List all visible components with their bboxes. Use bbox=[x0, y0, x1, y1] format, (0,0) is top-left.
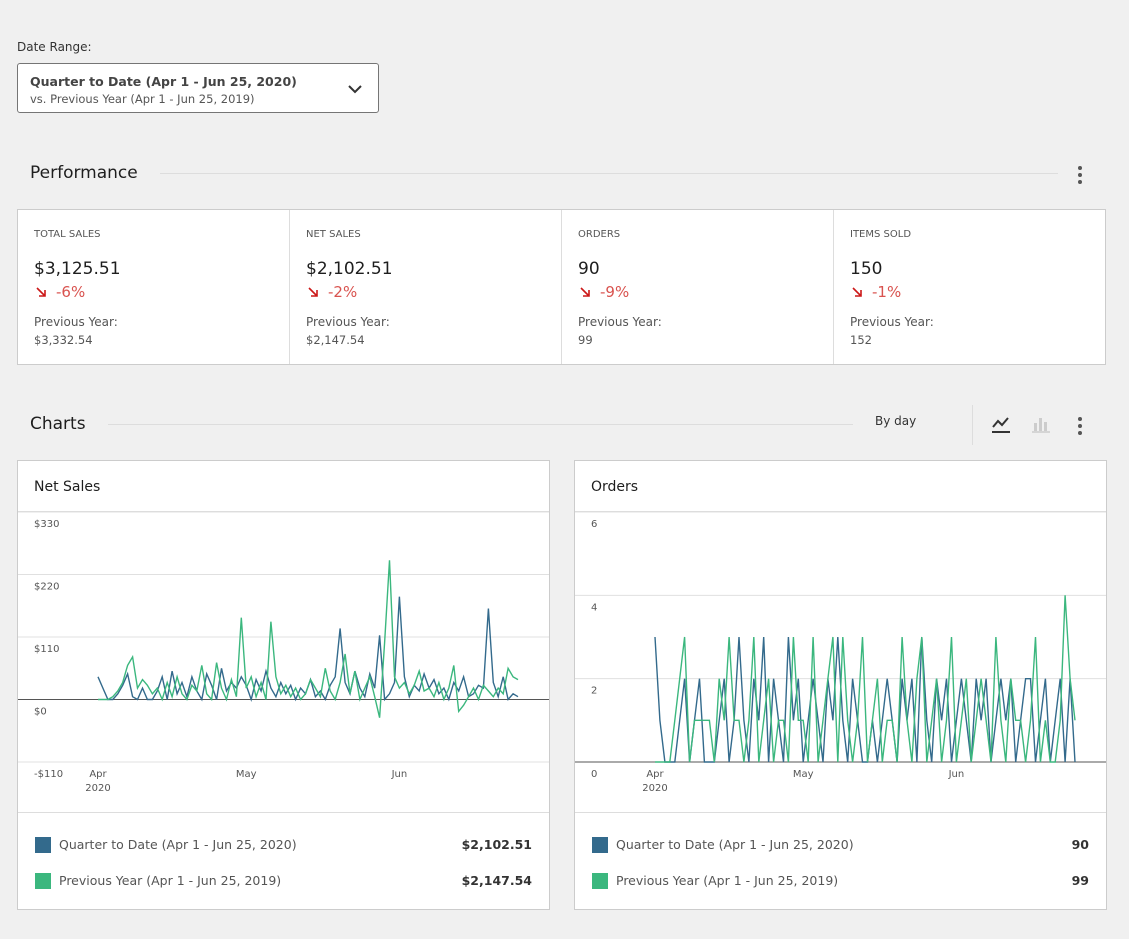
chart-title: Orders bbox=[591, 479, 639, 495]
legend-name: Previous Year (Apr 1 - Jun 25, 2019) bbox=[616, 873, 839, 888]
y-tick-label: 4 bbox=[591, 602, 597, 613]
legend-total: $2,147.54 bbox=[461, 873, 532, 888]
chart-title: Net Sales bbox=[34, 479, 101, 495]
stat-value: $3,125.51 bbox=[34, 259, 121, 279]
delta-arrow bbox=[36, 287, 46, 297]
chart-card: Orders 0 2 4 6 Apr 2020 May Jun Quarter to Date … bbox=[574, 460, 1107, 910]
stat-label: ITEMS SOLD bbox=[850, 229, 912, 240]
legend-border bbox=[18, 812, 549, 813]
legend-swatch bbox=[592, 837, 608, 853]
stat-card[interactable]: ORDERS 90 -9% Previous Year: 99 bbox=[562, 210, 834, 364]
menu[interactable] bbox=[1078, 166, 1082, 187]
date-range-select[interactable]: Quarter to Date (Apr 1 - Jun 25, 2020) v… bbox=[17, 63, 379, 113]
chevron bbox=[348, 85, 362, 94]
menu[interactable] bbox=[1078, 417, 1082, 438]
interval-select[interactable]: By day bbox=[875, 414, 917, 428]
delta-arrow bbox=[580, 287, 590, 297]
stat-previous-label: Previous Year: bbox=[34, 315, 118, 329]
series-line bbox=[654, 636, 1076, 763]
stat-delta: -1% bbox=[872, 283, 902, 301]
stat-value: 90 bbox=[578, 259, 600, 279]
divider bbox=[108, 424, 853, 425]
stat-card[interactable]: ITEMS SOLD 150 -1% Previous Year: 152 bbox=[834, 210, 1106, 364]
stat-previous-label: Previous Year: bbox=[850, 315, 934, 329]
bar-chart-toggle[interactable] bbox=[1031, 414, 1051, 434]
stat-label: ORDERS bbox=[578, 229, 621, 240]
delta-arrow bbox=[308, 287, 318, 297]
performance-cards: TOTAL SALES $3,125.51 -6% Previous Year: $3,… bbox=[17, 209, 1106, 365]
x-tick-label: Jun bbox=[948, 769, 965, 780]
section-title: Charts bbox=[30, 414, 86, 434]
y-tick-label: -$110 bbox=[34, 769, 63, 780]
legend-name: Previous Year (Apr 1 - Jun 25, 2019) bbox=[59, 873, 282, 888]
y-tick-label: 2 bbox=[591, 686, 597, 697]
line-chart-toggle[interactable] bbox=[991, 414, 1011, 434]
stat-previous-label: Previous Year: bbox=[306, 315, 390, 329]
date-range-label: Date Range: bbox=[17, 40, 92, 54]
stat-previous: $3,332.54 bbox=[34, 333, 93, 347]
plot: -$110 $0 $110 $220 $330 bbox=[18, 512, 549, 780]
y-tick-label: $330 bbox=[34, 519, 59, 530]
stat-value: $2,102.51 bbox=[306, 259, 393, 279]
x-tick-label: Jun bbox=[391, 769, 408, 780]
x-tick-label: May bbox=[792, 769, 814, 780]
separator bbox=[972, 405, 973, 445]
stat-previous-label: Previous Year: bbox=[578, 315, 662, 329]
chart-card: Net Sales -$110 $0 $110 $220 $330 Apr 2020 May J… bbox=[17, 460, 550, 910]
series-line bbox=[98, 560, 519, 718]
stat-delta: -9% bbox=[600, 283, 630, 301]
legend-total: 99 bbox=[1071, 873, 1089, 888]
stat-delta: -2% bbox=[328, 283, 358, 301]
x-tick-label: Apr 2020 bbox=[85, 769, 111, 794]
x-tick-label: Apr 2020 bbox=[642, 769, 668, 794]
legend-swatch bbox=[592, 873, 608, 889]
stat-value: 150 bbox=[850, 259, 883, 279]
stat-label: TOTAL SALES bbox=[34, 229, 101, 240]
legend-swatch bbox=[35, 837, 51, 853]
series-line bbox=[97, 596, 519, 702]
divider bbox=[160, 173, 1058, 174]
section-title: Performance bbox=[30, 163, 138, 183]
y-tick-label: $0 bbox=[34, 707, 47, 718]
legend-name: Quarter to Date (Apr 1 - Jun 25, 2020) bbox=[616, 837, 854, 852]
legend-total: 90 bbox=[1071, 837, 1089, 852]
series-line bbox=[655, 595, 1076, 763]
plot: 0 2 4 6 bbox=[575, 512, 1106, 780]
legend-swatch bbox=[35, 873, 51, 889]
y-tick-label: 6 bbox=[591, 519, 597, 530]
legend-total: $2,102.51 bbox=[461, 837, 532, 852]
stat-previous: 99 bbox=[578, 333, 593, 347]
stat-previous: 152 bbox=[850, 333, 872, 347]
legend-name: Quarter to Date (Apr 1 - Jun 25, 2020) bbox=[59, 837, 297, 852]
stat-card[interactable]: TOTAL SALES $3,125.51 -6% Previous Year: $3,… bbox=[18, 210, 290, 364]
stat-delta: -6% bbox=[56, 283, 86, 301]
delta-arrow bbox=[852, 287, 862, 297]
date-range-secondary: vs. Previous Year (Apr 1 - Jun 25, 2019) bbox=[30, 92, 255, 106]
legend-border bbox=[575, 812, 1106, 813]
y-tick-label: $220 bbox=[34, 582, 59, 593]
y-tick-label: 0 bbox=[591, 769, 597, 780]
stat-label: NET SALES bbox=[306, 229, 361, 240]
stat-previous: $2,147.54 bbox=[306, 333, 365, 347]
y-tick-label: $110 bbox=[34, 644, 59, 655]
stat-card[interactable]: NET SALES $2,102.51 -2% Previous Year: $2,14… bbox=[290, 210, 562, 364]
date-range-primary: Quarter to Date (Apr 1 - Jun 25, 2020) bbox=[30, 74, 297, 89]
x-tick-label: May bbox=[235, 769, 257, 780]
